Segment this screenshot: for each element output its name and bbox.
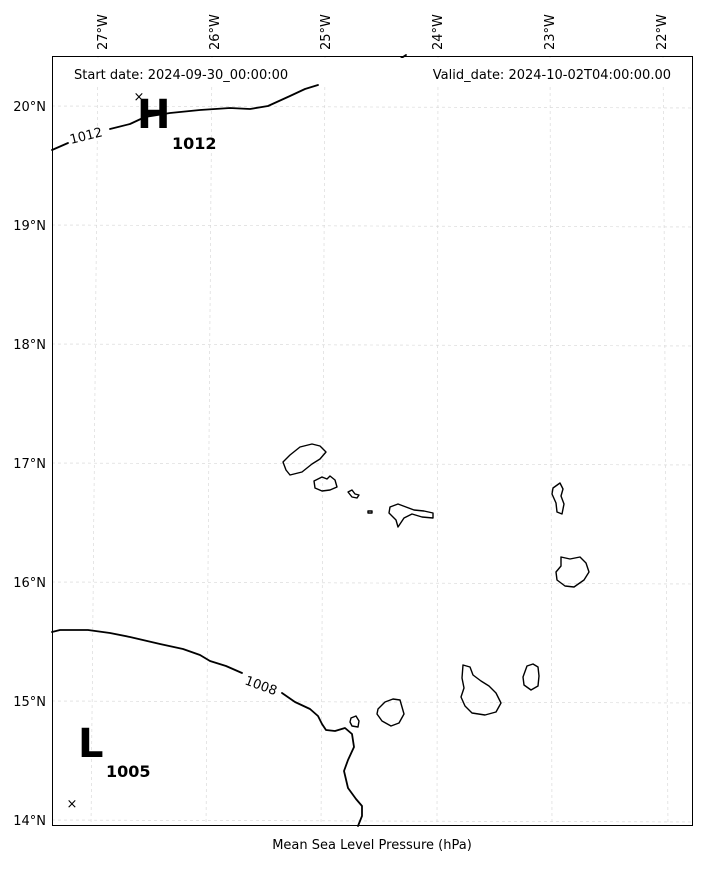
meridian-22w xyxy=(662,56,669,827)
meridian-23w xyxy=(549,56,553,827)
isobar-labels: 1012 1008 xyxy=(68,125,279,699)
island-maio xyxy=(522,663,540,691)
parallel-17n xyxy=(51,462,694,466)
valid-date-label: Valid_date: 2024-10-02T04:00:00.00 xyxy=(433,68,671,83)
coastlines xyxy=(282,443,590,728)
lon-label-26w: 26°W xyxy=(208,14,223,50)
meridian-27w xyxy=(90,56,99,827)
island-fogo xyxy=(376,698,405,727)
high-center-marker: × xyxy=(134,90,145,105)
island-branco xyxy=(367,510,373,514)
island-brava xyxy=(349,715,360,728)
latitude-labels: 20°N 19°N 18°N 17°N 16°N 15°N 14°N xyxy=(13,100,46,829)
lon-label-24w: 24°W xyxy=(431,14,446,50)
lat-label-15n: 15°N xyxy=(13,695,46,710)
isobar-label-1012: 1012 xyxy=(68,125,104,148)
pressure-centers: × H 1012 L 1005 × xyxy=(67,90,217,812)
low-center-symbol: L xyxy=(78,721,104,767)
longitude-labels: 27°W 26°W 25°W 24°W 23°W 22°W xyxy=(96,14,670,50)
lon-label-27w: 27°W xyxy=(96,14,111,50)
parallel-18n xyxy=(51,343,694,347)
parallel-14n xyxy=(51,819,694,823)
isobar-label-1008: 1008 xyxy=(243,674,279,699)
parallel-15n xyxy=(51,700,694,704)
meridian-24w xyxy=(436,56,439,827)
meridian-25w xyxy=(320,56,326,827)
parallel-16n xyxy=(51,581,694,585)
graticule xyxy=(51,56,694,827)
parallel-20n xyxy=(51,105,694,109)
low-center-marker: × xyxy=(67,797,78,812)
lat-label-18n: 18°N xyxy=(13,338,46,353)
island-santo-antao xyxy=(282,443,327,476)
high-center-symbol: H xyxy=(137,92,170,138)
island-santa-luzia xyxy=(347,489,360,499)
island-sao-vicente xyxy=(313,475,338,492)
low-center-value: 1005 xyxy=(106,762,151,781)
lon-label-25w: 25°W xyxy=(319,14,334,50)
lat-label-17n: 17°N xyxy=(13,457,46,472)
isobars xyxy=(51,54,407,827)
lon-label-22w: 22°W xyxy=(655,14,670,50)
island-santiago xyxy=(460,664,502,716)
header-band xyxy=(53,58,692,84)
lat-label-14n: 14°N xyxy=(13,814,46,829)
island-boa-vista xyxy=(555,556,590,588)
isobar-1012 xyxy=(51,84,319,151)
isobar-1008 xyxy=(51,629,363,827)
start-date-label: Start date: 2024-09-30_00:00:00 xyxy=(74,68,288,83)
lat-label-20n: 20°N xyxy=(13,100,46,115)
lat-label-16n: 16°N xyxy=(13,576,46,591)
lat-label-19n: 19°N xyxy=(13,219,46,234)
high-center-value: 1012 xyxy=(172,134,217,153)
map-frame xyxy=(52,56,693,826)
island-sal xyxy=(551,482,565,515)
map-caption: Mean Sea Level Pressure (hPa) xyxy=(272,838,472,853)
meridian-26w xyxy=(205,56,213,827)
parallel-19n xyxy=(51,224,694,228)
lon-label-23w: 23°W xyxy=(543,14,558,50)
island-sao-nicolau xyxy=(388,503,434,528)
